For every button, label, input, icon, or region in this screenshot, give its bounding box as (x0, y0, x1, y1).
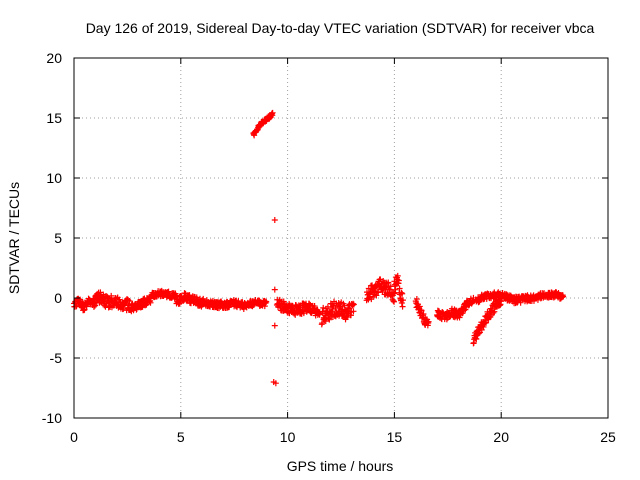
data-point (396, 285, 403, 292)
data-point (517, 299, 524, 306)
data-point (394, 272, 401, 279)
y-tick-label: -5 (50, 350, 63, 366)
data-points (71, 109, 567, 387)
data-point (395, 277, 402, 284)
y-tick-label: 20 (46, 50, 62, 66)
data-point (350, 301, 357, 308)
data-point (322, 318, 329, 325)
data-point (473, 336, 480, 343)
data-point (320, 304, 327, 311)
x-tick-label: 25 (600, 429, 616, 445)
data-point (418, 307, 425, 314)
data-point (420, 311, 427, 318)
data-point (416, 303, 423, 310)
data-point (126, 298, 133, 305)
data-point (476, 330, 483, 337)
axis-ticks: 0 5 10 15 20 25 -10 -5 0 5 10 15 20 (42, 50, 616, 445)
data-point (326, 316, 333, 323)
data-point (336, 304, 343, 311)
data-point (186, 292, 193, 299)
x-tick-label: 20 (493, 429, 509, 445)
data-point (350, 300, 357, 307)
x-tick-label: 5 (177, 429, 185, 445)
data-point (391, 298, 398, 305)
data-point (390, 297, 397, 304)
y-tick-label: 5 (54, 230, 62, 246)
data-point (350, 308, 357, 315)
data-point (271, 217, 278, 223)
data-point (425, 318, 432, 325)
x-tick-label: 10 (280, 429, 296, 445)
data-point (560, 293, 567, 300)
data-point (81, 306, 88, 313)
data-point (271, 286, 278, 293)
x-tick-label: 0 (70, 429, 78, 445)
x-axis-label: GPS time / hours (287, 458, 394, 474)
data-point (456, 314, 463, 321)
data-point (116, 296, 123, 303)
data-point (272, 380, 279, 387)
y-axis-label: SDTVAR / TECUs (6, 182, 22, 294)
data-point (316, 311, 323, 318)
data-point (181, 290, 188, 297)
data-point (392, 286, 399, 293)
y-tick-label: -10 (42, 410, 62, 426)
data-point (483, 319, 490, 326)
data-point (263, 298, 270, 305)
data-point (399, 290, 406, 297)
data-point (399, 297, 406, 304)
grid (74, 58, 608, 418)
data-point (480, 323, 487, 330)
data-point (413, 296, 420, 303)
x-tick-label: 15 (387, 429, 403, 445)
data-point (271, 322, 278, 329)
data-point (373, 292, 380, 299)
y-tick-label: 0 (54, 290, 62, 306)
data-point (398, 289, 405, 296)
chart-title: Day 126 of 2019, Sidereal Day-to-day VTE… (86, 20, 595, 36)
data-point (399, 303, 406, 310)
data-point (391, 290, 398, 297)
data-point (269, 109, 276, 116)
y-tick-label: 10 (46, 170, 62, 186)
data-point (398, 299, 405, 306)
data-point (280, 298, 287, 305)
y-tick-label: 15 (46, 110, 62, 126)
data-point (319, 320, 326, 327)
data-point (490, 309, 497, 316)
